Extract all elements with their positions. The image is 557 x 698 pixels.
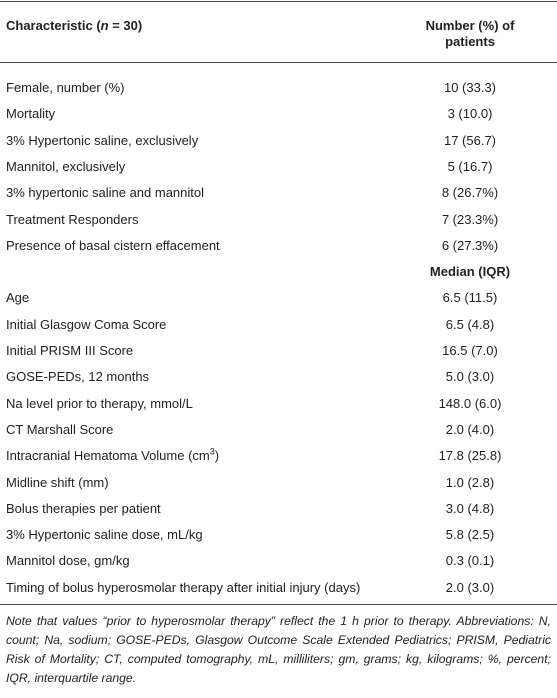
row-label: GOSE-PEDs, 12 months — [6, 369, 150, 385]
row-label: Initial PRISM III Score — [6, 343, 134, 358]
label-part: 3 — [209, 446, 215, 457]
row-label: CT Marshall Score — [6, 421, 114, 437]
row-value: 148.0 (6.0) — [438, 395, 502, 411]
row-value: 17 (56.7) — [443, 132, 497, 148]
table-note: Note that values “prior to hyperosmolar … — [6, 614, 551, 685]
row-value: 6.5 (11.5) — [442, 290, 498, 306]
header-rule — [0, 62, 557, 63]
row-value: 5.8 (2.5) — [445, 527, 495, 543]
row-label: Midline shift (mm) — [6, 474, 109, 490]
row-label: Age — [6, 290, 30, 306]
row-value: 16.5 (7.0) — [442, 343, 498, 358]
row-label: Treatment Responders — [6, 211, 139, 227]
row-label: Intracranial Hematoma Volume (cm3) — [6, 446, 220, 464]
row-label: Bolus therapies per patient — [6, 500, 161, 516]
label-part: Intracranial Hematoma Volume (cm — [6, 448, 210, 464]
top-rule — [0, 1, 557, 2]
row-value: 6 (27.3%) — [441, 237, 499, 253]
subheader: Median (IQR) — [429, 264, 511, 280]
bottom-rule — [0, 604, 557, 605]
row-value: 2.0 (3.0) — [445, 579, 495, 595]
row-value: 2.0 (4.0) — [445, 421, 495, 437]
row-value: 3.0 (4.8) — [445, 500, 495, 516]
row-label: Timing of bolus hyperosmolar therapy aft… — [6, 579, 361, 595]
header-number-text: Number (%) of patients — [425, 18, 515, 49]
row-label: Mortality — [6, 106, 56, 122]
row-label: Mannitol, exclusively — [6, 158, 126, 174]
row-value: 6.5 (4.8) — [445, 316, 495, 332]
row-value: 0.3 (0.1) — [445, 553, 495, 569]
row-label: Female, number (%) — [6, 80, 125, 95]
header-text: Characteristic ( — [6, 18, 101, 33]
row-value: 5 (16.7) — [447, 158, 493, 174]
header-number: Number (%) of patients — [385, 18, 555, 50]
row-value: 17.8 (25.8) — [438, 448, 502, 464]
header-n: n — [100, 18, 109, 33]
row-label: 3% Hypertonic saline dose, mL/kg — [6, 527, 203, 543]
header-text: = 30) — [108, 18, 143, 33]
row-value: 5.0 (3.0) — [445, 369, 495, 385]
row-value: 3 (10.0) — [447, 106, 493, 122]
label-part: ) — [214, 448, 220, 464]
header-characteristic: Characteristic (n = 30) — [6, 18, 142, 34]
row-label: Mannitol dose, gm/kg — [6, 553, 130, 569]
row-label: Na level prior to therapy, mmol/L — [6, 395, 193, 411]
row-label: 3% hypertonic saline and mannitol — [6, 185, 205, 201]
row-value: 10 (33.3) — [443, 80, 497, 95]
row-value: 1.0 (2.8) — [445, 474, 495, 490]
row-value: 7 (23.3%) — [441, 211, 499, 227]
row-label: Presence of basal cistern effacement — [6, 237, 220, 253]
row-value: 8 (26.7%) — [441, 185, 499, 201]
row-label: Initial Glasgow Coma Score — [6, 316, 167, 332]
row-label: 3% Hypertonic saline, exclusively — [6, 132, 199, 148]
